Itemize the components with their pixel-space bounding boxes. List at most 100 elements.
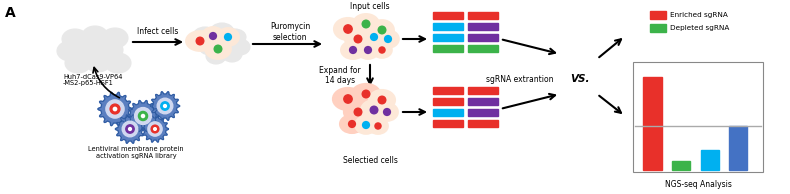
Circle shape: [362, 90, 370, 98]
Bar: [433, 12, 463, 19]
Circle shape: [371, 34, 378, 40]
Ellipse shape: [345, 29, 371, 49]
Bar: [433, 120, 463, 127]
Bar: [433, 98, 463, 105]
Ellipse shape: [341, 41, 365, 59]
Text: sgRNA extrantion: sgRNA extrantion: [487, 74, 554, 83]
Circle shape: [344, 25, 352, 33]
Circle shape: [379, 47, 385, 53]
Ellipse shape: [353, 14, 379, 34]
Ellipse shape: [202, 27, 224, 45]
Bar: [468, 45, 498, 52]
Circle shape: [354, 108, 362, 116]
Ellipse shape: [102, 28, 128, 48]
Ellipse shape: [205, 39, 231, 59]
Circle shape: [151, 125, 159, 133]
Bar: [468, 109, 498, 116]
Circle shape: [161, 102, 169, 110]
Polygon shape: [127, 100, 159, 132]
Text: Puromycin
selection: Puromycin selection: [270, 22, 310, 42]
Circle shape: [375, 123, 381, 129]
Bar: [644, 76, 661, 170]
Text: NGS-seq Analysis: NGS-seq Analysis: [664, 180, 732, 189]
Text: Infect cells: Infect cells: [137, 28, 179, 36]
Ellipse shape: [222, 46, 242, 62]
Ellipse shape: [193, 27, 217, 45]
Circle shape: [138, 111, 148, 120]
Circle shape: [362, 20, 370, 28]
Ellipse shape: [352, 84, 380, 104]
Text: VS.: VS.: [570, 74, 590, 84]
Circle shape: [344, 95, 352, 103]
Ellipse shape: [206, 48, 226, 64]
Bar: [701, 150, 719, 170]
Ellipse shape: [377, 30, 399, 48]
Bar: [468, 12, 498, 19]
Circle shape: [350, 47, 356, 53]
Circle shape: [224, 34, 231, 40]
Ellipse shape: [210, 23, 234, 41]
Bar: [433, 34, 463, 41]
Bar: [729, 126, 747, 170]
Ellipse shape: [369, 90, 395, 110]
Ellipse shape: [85, 52, 111, 72]
Circle shape: [106, 100, 124, 118]
Bar: [650, 11, 666, 19]
Bar: [468, 98, 498, 105]
Ellipse shape: [368, 118, 388, 134]
Bar: [468, 34, 498, 41]
Circle shape: [209, 33, 216, 39]
Text: Input cells: Input cells: [350, 2, 389, 11]
Circle shape: [364, 47, 371, 53]
Text: Expand for
14 days: Expand for 14 days: [319, 66, 361, 85]
Ellipse shape: [333, 88, 363, 110]
Circle shape: [134, 107, 152, 124]
Polygon shape: [115, 115, 145, 143]
Ellipse shape: [217, 36, 239, 52]
Circle shape: [363, 122, 370, 128]
Ellipse shape: [224, 29, 246, 45]
Bar: [433, 87, 463, 94]
Polygon shape: [141, 116, 168, 142]
Ellipse shape: [372, 42, 392, 58]
Ellipse shape: [340, 115, 364, 133]
Circle shape: [126, 125, 134, 133]
Circle shape: [348, 121, 356, 127]
Circle shape: [385, 36, 391, 42]
Bar: [633, 62, 763, 172]
Circle shape: [157, 98, 173, 114]
Text: Enriched sgRNA: Enriched sgRNA: [670, 12, 728, 18]
Text: Lentiviral membrane protein
activation sgRNA library: Lentiviral membrane protein activation s…: [88, 146, 183, 159]
Ellipse shape: [97, 40, 123, 60]
Ellipse shape: [357, 41, 379, 59]
Circle shape: [214, 45, 222, 53]
Circle shape: [371, 106, 378, 114]
Circle shape: [129, 128, 131, 130]
Circle shape: [141, 114, 145, 118]
Ellipse shape: [82, 26, 108, 46]
Ellipse shape: [230, 39, 250, 55]
Circle shape: [122, 121, 137, 137]
Text: Huh7-dCas9-VP64: Huh7-dCas9-VP64: [63, 74, 122, 80]
Circle shape: [196, 37, 204, 45]
Circle shape: [354, 35, 362, 43]
Circle shape: [113, 107, 117, 111]
Circle shape: [154, 128, 156, 130]
Ellipse shape: [105, 53, 131, 73]
Ellipse shape: [57, 41, 83, 61]
Ellipse shape: [217, 28, 239, 46]
Ellipse shape: [77, 39, 103, 59]
Polygon shape: [150, 92, 179, 120]
Circle shape: [384, 109, 390, 115]
Ellipse shape: [62, 29, 88, 49]
Ellipse shape: [186, 31, 214, 51]
Text: Selectied cells: Selectied cells: [343, 156, 397, 165]
Text: Depleted sgRNA: Depleted sgRNA: [670, 25, 729, 31]
Ellipse shape: [355, 116, 377, 134]
Ellipse shape: [199, 39, 221, 55]
Bar: [433, 45, 463, 52]
Ellipse shape: [361, 100, 387, 120]
Bar: [650, 24, 666, 32]
Ellipse shape: [344, 102, 372, 122]
Ellipse shape: [376, 103, 398, 121]
